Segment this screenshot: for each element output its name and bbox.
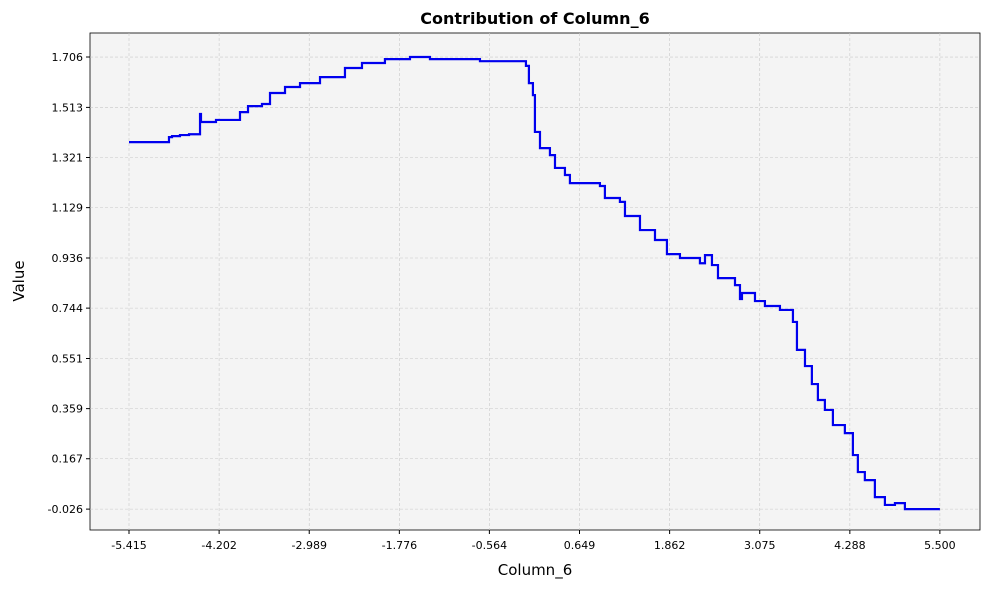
y-axis-label: Value [10, 260, 28, 301]
x-tick-label: -2.989 [291, 539, 326, 552]
y-tick-label: 1.513 [52, 101, 84, 114]
y-tick-label: 0.167 [52, 453, 84, 466]
y-tick-label: 0.551 [52, 353, 84, 366]
chart-title: Contribution of Column_6 [420, 9, 649, 28]
y-tick-label: -0.026 [48, 503, 83, 516]
y-tick-label: 0.936 [52, 252, 84, 265]
data-line [129, 55, 940, 511]
x-tick-label: 3.075 [744, 539, 776, 552]
x-tick-label: 4.288 [834, 539, 866, 552]
y-tick-label: 1.321 [52, 152, 84, 165]
x-tick-label: -0.564 [472, 539, 507, 552]
y-tick-label: 0.359 [52, 403, 84, 416]
y-tick-label: 0.744 [52, 302, 84, 315]
x-axis-label: Column_6 [498, 561, 573, 580]
x-tick-label: 0.649 [564, 539, 596, 552]
x-tick-label: -5.415 [111, 539, 146, 552]
x-tick-label: 1.862 [654, 539, 686, 552]
x-tick-label: -4.202 [201, 539, 236, 552]
x-tick-label: -1.776 [382, 539, 417, 552]
y-tick-label: 1.129 [52, 202, 84, 215]
x-tick-label: 5.500 [924, 539, 956, 552]
y-tick-label: 1.706 [52, 51, 84, 64]
